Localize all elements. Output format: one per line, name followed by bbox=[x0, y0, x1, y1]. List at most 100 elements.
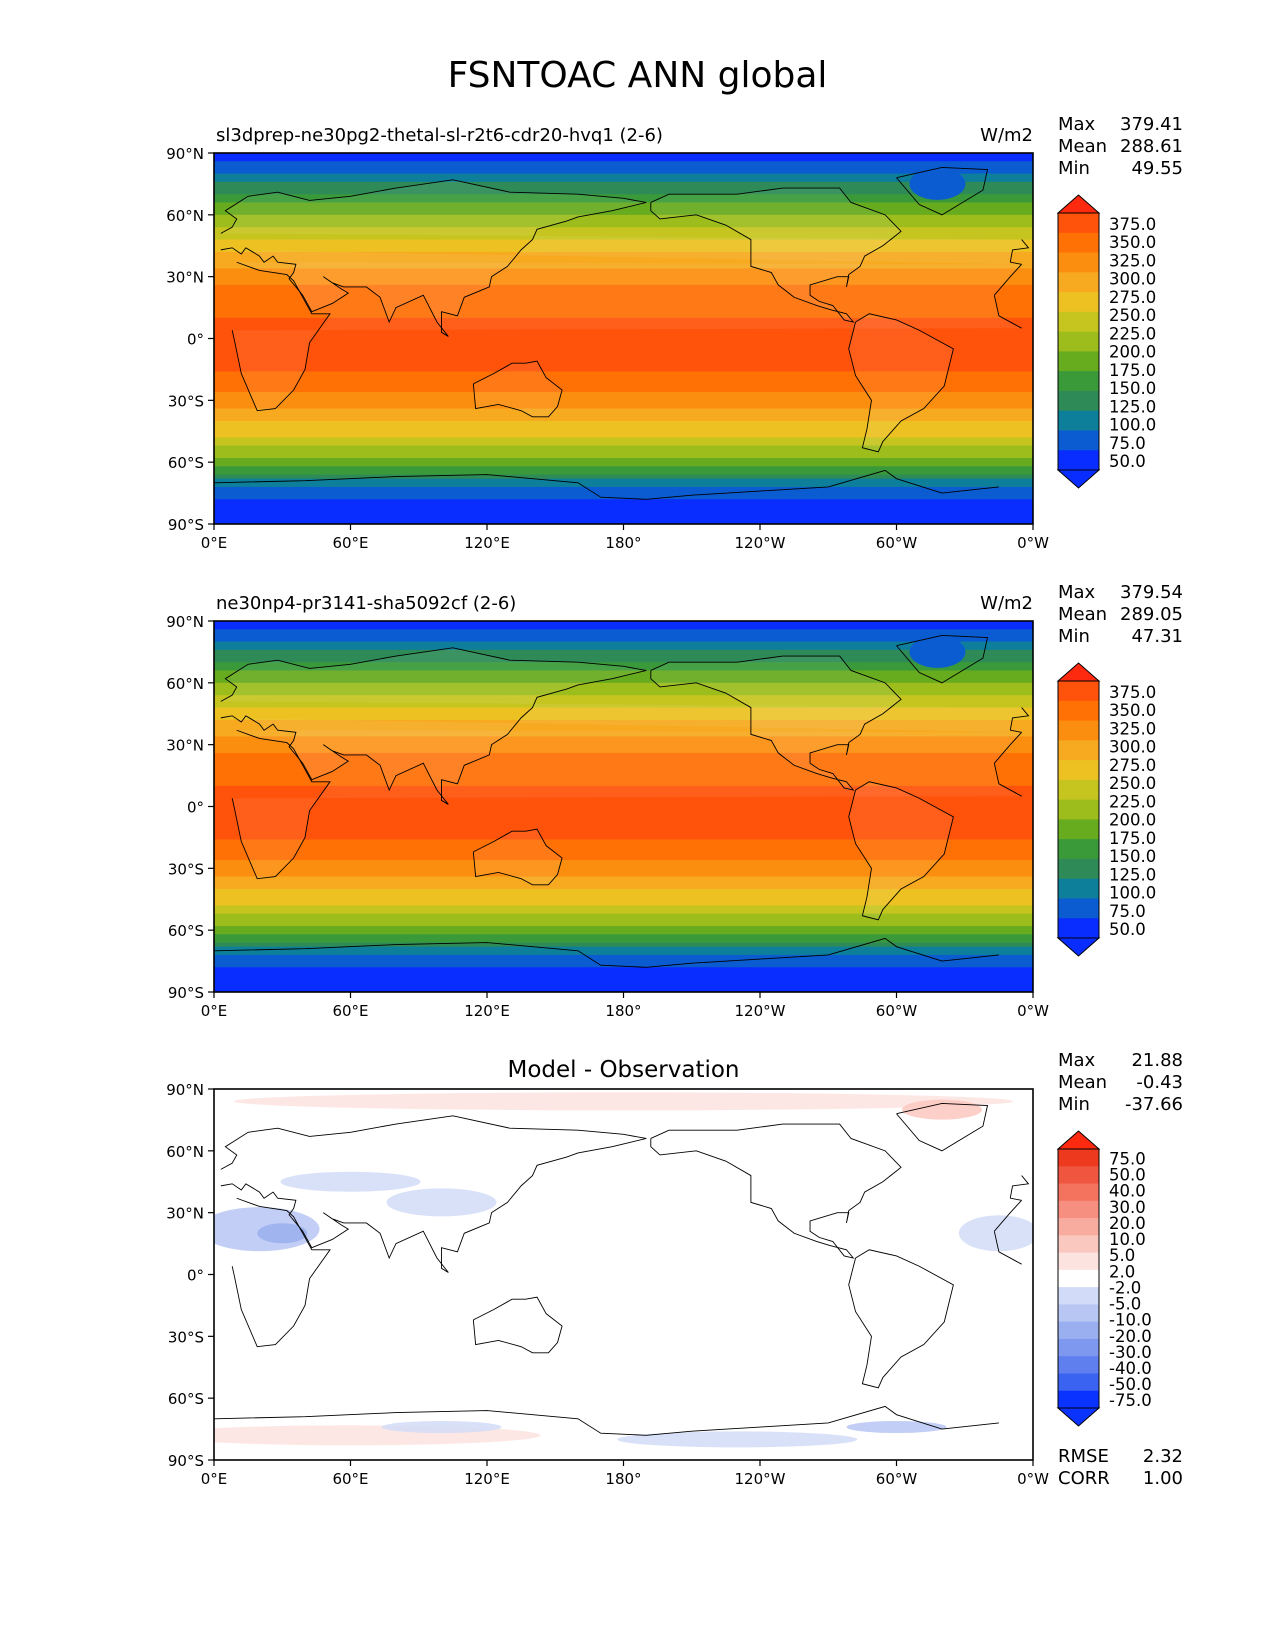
contour-band bbox=[214, 503, 1033, 509]
contour-band bbox=[214, 466, 1033, 472]
land-shade-north-america bbox=[650, 656, 902, 791]
colorbar-tick-label: -2.0 bbox=[1109, 1278, 1141, 1297]
contour-band bbox=[214, 276, 1033, 282]
colorbar-tick-label: 40.0 bbox=[1109, 1182, 1146, 1201]
land-shade-south-america bbox=[848, 781, 954, 920]
lon-tick-label: 0°E bbox=[201, 534, 228, 552]
contour-band bbox=[214, 707, 1033, 713]
land-shade-africa bbox=[232, 730, 1022, 879]
contour-band bbox=[214, 884, 1033, 890]
lon-tick-label: 60°W bbox=[876, 1470, 918, 1488]
lon-tick-label: 120°E bbox=[464, 1470, 510, 1488]
contour-band bbox=[214, 785, 1033, 791]
colorbar-tick-label: 150.0 bbox=[1109, 379, 1156, 398]
difference-patch bbox=[386, 1188, 497, 1217]
coastline-eurasia bbox=[1010, 729, 1022, 733]
contour-band bbox=[214, 181, 1033, 187]
contour-band bbox=[214, 280, 1033, 286]
colorbar-bin bbox=[1058, 371, 1099, 392]
lat-tick-label: 0° bbox=[187, 331, 204, 349]
contour-band bbox=[214, 934, 1033, 940]
colorbar-bin bbox=[1058, 858, 1099, 880]
contour-band bbox=[214, 231, 1033, 237]
difference-patch bbox=[233, 1092, 1014, 1111]
contour-band bbox=[214, 478, 1033, 484]
difference-patch bbox=[257, 1223, 308, 1244]
colorbar-tick-label: 50.0 bbox=[1109, 452, 1146, 471]
contour-band bbox=[214, 946, 1033, 952]
contour-band bbox=[214, 210, 1033, 216]
stat-label: Mean bbox=[1058, 136, 1107, 157]
difference-patch bbox=[846, 1421, 947, 1434]
difference-patch bbox=[381, 1421, 502, 1434]
map-field bbox=[214, 153, 1033, 524]
contour-band bbox=[214, 645, 1033, 651]
stat-label: Min bbox=[1058, 158, 1090, 179]
colorbar-tick-label: 100.0 bbox=[1109, 884, 1156, 903]
colorbar-tick-label: 250.0 bbox=[1109, 774, 1156, 793]
contour-band bbox=[214, 256, 1033, 261]
lat-tick-label: 60°N bbox=[166, 1143, 204, 1161]
figure-title: FSNTOAC ANN global bbox=[447, 55, 828, 96]
stat-label: RMSE bbox=[1058, 1446, 1109, 1467]
lon-tick-label: 0°W bbox=[1017, 534, 1049, 552]
contour-band bbox=[214, 305, 1033, 311]
colorbar-tick-label: 150.0 bbox=[1109, 847, 1156, 866]
map-panel-3 bbox=[208, 1088, 1101, 1466]
contour-band bbox=[214, 157, 1033, 162]
coastline-australia bbox=[472, 828, 563, 886]
units-label: W/m2 bbox=[980, 125, 1033, 146]
contour-band bbox=[214, 818, 1033, 824]
contour-band bbox=[214, 633, 1033, 639]
colorbar-tick-label: 300.0 bbox=[1109, 738, 1156, 757]
colorbar-frame bbox=[1057, 1148, 1100, 1409]
contour-band bbox=[214, 223, 1033, 228]
panel-title: Model - Observation bbox=[507, 1057, 739, 1083]
contour-band bbox=[214, 322, 1033, 327]
colorbar-tick-label: 250.0 bbox=[1109, 306, 1156, 325]
panel-title: sl3dprep-ne30pg2-thetal-sl-r2t6-cdr20-hv… bbox=[216, 125, 663, 146]
stat-value: 2.32 bbox=[1143, 1446, 1183, 1467]
colorbar-tick-label: -50.0 bbox=[1109, 1375, 1152, 1394]
contour-band bbox=[214, 392, 1033, 397]
contour-band bbox=[214, 641, 1033, 647]
land-shade-australia bbox=[473, 361, 563, 417]
stat-label: Mean bbox=[1058, 604, 1107, 625]
colorbar-bin bbox=[1058, 918, 1099, 939]
colorbar-tick-label: 300.0 bbox=[1109, 270, 1156, 289]
colorbar-bin bbox=[1058, 779, 1099, 801]
colorbar-bin bbox=[1058, 213, 1099, 234]
contour-band bbox=[214, 247, 1033, 253]
lat-tick-label: 0° bbox=[187, 1267, 204, 1285]
contour-band bbox=[214, 864, 1033, 869]
contour-band bbox=[214, 794, 1033, 799]
contour-band bbox=[214, 653, 1033, 659]
contour-band bbox=[214, 264, 1033, 270]
contour-band bbox=[214, 971, 1033, 977]
contour-band bbox=[214, 880, 1033, 886]
coastline-south-america bbox=[848, 781, 954, 921]
contour-band bbox=[214, 346, 1033, 352]
stat-value: 379.54 bbox=[1120, 582, 1183, 603]
colorbar-bin bbox=[1058, 1252, 1099, 1271]
contour-band bbox=[214, 359, 1033, 364]
lon-tick-label: 120°W bbox=[735, 534, 786, 552]
contour-band bbox=[214, 297, 1033, 302]
colorbar-tick-label: 10.0 bbox=[1109, 1230, 1146, 1249]
stat-value: 47.31 bbox=[1131, 626, 1183, 647]
coastline-eurasia bbox=[220, 179, 647, 337]
colorbar-tick-label: 50.0 bbox=[1109, 920, 1146, 939]
coastline-africa bbox=[231, 261, 331, 412]
colorbar-bin bbox=[1058, 1200, 1099, 1219]
contour-band bbox=[214, 781, 1033, 787]
colorbar-tick-label: 275.0 bbox=[1109, 288, 1156, 307]
contour-band bbox=[214, 682, 1033, 688]
contour-band bbox=[214, 363, 1033, 368]
lon-tick-label: 0°W bbox=[1017, 1470, 1049, 1488]
colorbar-bin bbox=[1058, 720, 1099, 741]
colorbar-extension-top bbox=[1056, 1130, 1101, 1150]
colorbar-tick-label: 325.0 bbox=[1109, 251, 1156, 270]
colorbar-bin bbox=[1058, 799, 1099, 820]
colorbar-tick-label: 75.0 bbox=[1109, 434, 1146, 453]
colorbar-bin bbox=[1058, 1218, 1099, 1236]
